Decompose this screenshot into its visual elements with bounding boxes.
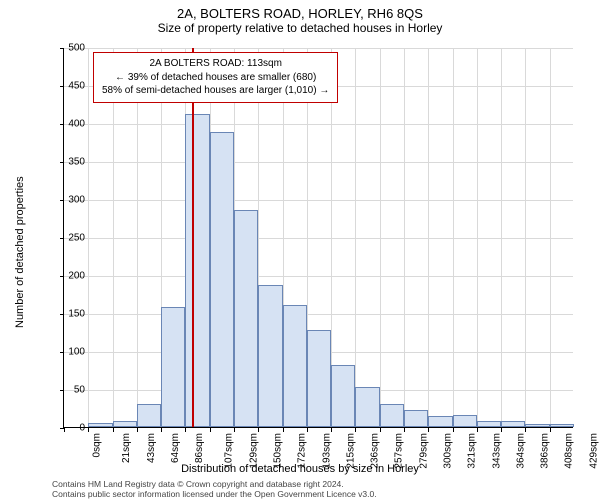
gridline-h: [64, 276, 573, 277]
histogram-bar: [161, 307, 185, 427]
footer-line-1: Contains HM Land Registry data © Crown c…: [52, 479, 377, 489]
histogram-bar: [283, 305, 307, 427]
x-tick-mark: [525, 428, 526, 432]
x-tick-mark: [428, 428, 429, 432]
histogram-bar: [210, 132, 234, 427]
gridline-h: [64, 238, 573, 239]
gridline-h: [64, 200, 573, 201]
y-tick-label: 300: [45, 195, 85, 206]
histogram-bar: [501, 421, 525, 427]
gridline-v: [501, 48, 502, 427]
annotation-box: 2A BOLTERS ROAD: 113sqm ← 39% of detache…: [93, 52, 338, 103]
y-tick-label: 250: [45, 233, 85, 244]
x-tick-mark: [404, 428, 405, 432]
x-tick-mark: [283, 428, 284, 432]
histogram-bar: [234, 210, 258, 427]
chart-plot-area: 2A BOLTERS ROAD: 113sqm ← 39% of detache…: [63, 48, 573, 428]
chart-title: 2A, BOLTERS ROAD, HORLEY, RH6 8QS: [0, 0, 600, 21]
gridline-h: [64, 162, 573, 163]
gridline-v: [404, 48, 405, 427]
annotation-line-3: 58% of semi-detached houses are larger (…: [102, 84, 329, 98]
y-tick-label: 0: [45, 423, 85, 434]
x-axis-label: Distribution of detached houses by size …: [0, 463, 600, 475]
gridline-h: [64, 314, 573, 315]
gridline-v: [525, 48, 526, 427]
x-tick-label: 43sqm: [146, 433, 157, 463]
histogram-bar: [137, 404, 161, 427]
histogram-bar: [477, 421, 501, 427]
x-tick-mark: [380, 428, 381, 432]
x-tick-mark: [185, 428, 186, 432]
gridline-v: [477, 48, 478, 427]
x-tick-mark: [307, 428, 308, 432]
gridline-v: [355, 48, 356, 427]
histogram-bar: [355, 387, 379, 427]
histogram-bar: [185, 114, 209, 427]
y-tick-label: 400: [45, 119, 85, 130]
marker-line: [192, 48, 194, 427]
gridline-v: [428, 48, 429, 427]
plot-box: [63, 48, 573, 428]
y-tick-label: 150: [45, 309, 85, 320]
y-tick-label: 50: [45, 385, 85, 396]
gridline-v: [113, 48, 114, 427]
histogram-bar: [258, 285, 282, 427]
x-tick-mark: [137, 428, 138, 432]
gridline-v: [453, 48, 454, 427]
x-tick-label: 86sqm: [194, 433, 205, 463]
chart-subtitle: Size of property relative to detached ho…: [0, 21, 600, 37]
x-tick-label: 0sqm: [91, 433, 102, 457]
x-tick-mark: [161, 428, 162, 432]
x-tick-mark: [210, 428, 211, 432]
x-tick-mark: [501, 428, 502, 432]
histogram-bar: [404, 410, 428, 427]
x-tick-mark: [113, 428, 114, 432]
y-axis-label: Number of detached properties: [14, 176, 26, 328]
histogram-bar: [88, 423, 112, 427]
gridline-v: [380, 48, 381, 427]
x-tick-mark: [331, 428, 332, 432]
gridline-h: [64, 48, 573, 49]
histogram-bar: [550, 424, 574, 427]
x-tick-mark: [355, 428, 356, 432]
y-tick-label: 450: [45, 81, 85, 92]
histogram-bar: [428, 416, 452, 427]
footer-attribution: Contains HM Land Registry data © Crown c…: [52, 479, 377, 496]
gridline-v: [137, 48, 138, 427]
footer-line-2: Contains public sector information licen…: [52, 489, 377, 499]
histogram-bar: [453, 415, 477, 427]
histogram-bar: [307, 330, 331, 427]
x-tick-mark: [88, 428, 89, 432]
histogram-bar: [525, 424, 549, 427]
histogram-bar: [331, 365, 355, 427]
gridline-v: [88, 48, 89, 427]
annotation-line-1: 2A BOLTERS ROAD: 113sqm: [102, 57, 329, 71]
annotation-line-2: ← 39% of detached houses are smaller (68…: [102, 71, 329, 85]
x-tick-label: 21sqm: [121, 433, 132, 463]
y-tick-label: 200: [45, 271, 85, 282]
y-tick-label: 100: [45, 347, 85, 358]
x-tick-label: 64sqm: [170, 433, 181, 463]
x-tick-mark: [550, 428, 551, 432]
y-tick-label: 500: [45, 43, 85, 54]
gridline-h: [64, 124, 573, 125]
histogram-bar: [380, 404, 404, 427]
x-tick-mark: [453, 428, 454, 432]
y-tick-label: 350: [45, 157, 85, 168]
gridline-v: [550, 48, 551, 427]
x-tick-mark: [234, 428, 235, 432]
x-tick-mark: [258, 428, 259, 432]
histogram-bar: [113, 421, 137, 427]
x-tick-mark: [477, 428, 478, 432]
